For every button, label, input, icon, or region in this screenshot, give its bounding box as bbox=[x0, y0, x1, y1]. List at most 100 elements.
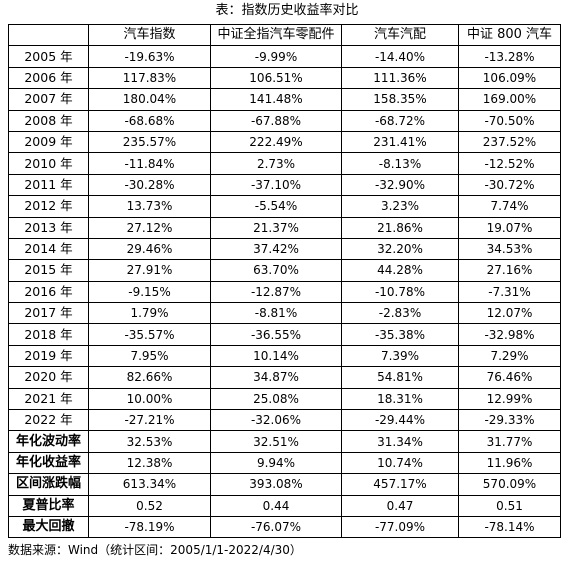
table-cell: 570.09% bbox=[458, 473, 561, 496]
table-row: 年化收益率 12.38% 9.94% 10.74% 11.96% bbox=[8, 451, 561, 475]
table-cell: 12.99% bbox=[458, 387, 561, 411]
table-cell: 31.77% bbox=[458, 430, 561, 453]
table-cell: -78.19% bbox=[88, 515, 211, 539]
table-cell: 27.12% bbox=[88, 216, 211, 239]
table-cell: 106.51% bbox=[210, 66, 342, 90]
row-label: 2019 年 bbox=[8, 344, 89, 368]
row-label: 2016 年 bbox=[8, 280, 89, 304]
table-cell: -7.31% bbox=[458, 280, 561, 304]
table-cell: 76.46% bbox=[458, 366, 561, 389]
row-label: 2006 年 bbox=[8, 66, 89, 90]
table-cell: -32.90% bbox=[341, 173, 459, 197]
table-cell: -70.50% bbox=[458, 109, 561, 132]
row-label: 年化波动率 bbox=[8, 430, 89, 453]
table-cell: -12.87% bbox=[210, 280, 342, 304]
row-label: 夏普比率 bbox=[8, 494, 89, 517]
table-cell: 37.42% bbox=[210, 237, 342, 261]
row-label: 2007 年 bbox=[8, 88, 89, 111]
table-cell: 9.94% bbox=[210, 451, 342, 475]
row-label: 2014 年 bbox=[8, 237, 89, 261]
table-cell: 111.36% bbox=[341, 66, 459, 90]
table-cell: 0.47 bbox=[341, 494, 459, 517]
table-cell: 10.74% bbox=[341, 451, 459, 475]
table-cell: -8.13% bbox=[341, 152, 459, 175]
table-cell: 3.23% bbox=[341, 195, 459, 218]
table-row: 2020 年 82.66% 34.87% 54.81% 76.46% bbox=[8, 366, 561, 389]
table-cell: -36.55% bbox=[210, 323, 342, 346]
table-cell: -67.88% bbox=[210, 109, 342, 132]
table-row: 2005 年 -19.63% -9.99% -14.40% -13.28% bbox=[8, 45, 561, 68]
table-cell: -32.98% bbox=[458, 323, 561, 346]
table-cell: -19.63% bbox=[88, 45, 211, 68]
table-cell: 18.31% bbox=[341, 387, 459, 411]
table-cell: 7.39% bbox=[341, 344, 459, 368]
table-cell: 27.91% bbox=[88, 259, 211, 282]
row-label: 区间涨跌幅 bbox=[8, 473, 89, 496]
table-row: 2009 年 235.57% 222.49% 231.41% 237.52% bbox=[8, 130, 561, 154]
table-row: 夏普比率 0.52 0.44 0.47 0.51 bbox=[8, 494, 561, 517]
header-csi800-auto: 中证 800 汽车 bbox=[458, 23, 561, 47]
table-row: 2022 年 -27.21% -32.06% -29.44% -29.33% bbox=[8, 409, 561, 432]
row-label: 2011 年 bbox=[8, 173, 89, 197]
header-auto-parts-index: 中证全指汽车零配件 bbox=[210, 23, 342, 47]
table-cell: -14.40% bbox=[341, 45, 459, 68]
table-cell: 13.73% bbox=[88, 195, 211, 218]
table-cell: 7.95% bbox=[88, 344, 211, 368]
table-cell: -32.06% bbox=[210, 409, 342, 432]
table-cell: 237.52% bbox=[458, 130, 561, 154]
table-cell: 231.41% bbox=[341, 130, 459, 154]
row-label: 最大回撤 bbox=[8, 515, 89, 539]
table-row: 2017 年 1.79% -8.81% -2.83% 12.07% bbox=[8, 302, 561, 325]
table-cell: 21.37% bbox=[210, 216, 342, 239]
row-label: 2005 年 bbox=[8, 45, 89, 68]
table-row: 2019 年 7.95% 10.14% 7.39% 7.29% bbox=[8, 344, 561, 368]
row-label: 2022 年 bbox=[8, 409, 89, 432]
table-cell: -27.21% bbox=[88, 409, 211, 432]
table-cell: 11.96% bbox=[458, 451, 561, 475]
row-label: 2015 年 bbox=[8, 259, 89, 282]
table-row: 2008 年 -68.68% -67.88% -68.72% -70.50% bbox=[8, 109, 561, 132]
table-row: 2018 年 -35.57% -36.55% -35.38% -32.98% bbox=[8, 323, 561, 346]
table-cell: 158.35% bbox=[341, 88, 459, 111]
table-cell: 32.20% bbox=[341, 237, 459, 261]
table-cell: -2.83% bbox=[341, 302, 459, 325]
table-cell: 0.44 bbox=[210, 494, 342, 517]
table-cell: -9.15% bbox=[88, 280, 211, 304]
table-cell: 180.04% bbox=[88, 88, 211, 111]
table-cell: 63.70% bbox=[210, 259, 342, 282]
table-row: 2016 年 -9.15% -12.87% -10.78% -7.31% bbox=[8, 280, 561, 304]
table-header-row: 汽车指数 中证全指汽车零配件 汽车汽配 中证 800 汽车 bbox=[8, 23, 561, 47]
table-cell: 0.52 bbox=[88, 494, 211, 517]
table-cell: -10.78% bbox=[341, 280, 459, 304]
table-row: 2021 年 10.00% 25.08% 18.31% 12.99% bbox=[8, 387, 561, 411]
table-cell: -5.54% bbox=[210, 195, 342, 218]
table-cell: 0.51 bbox=[458, 494, 561, 517]
table-cell: 106.09% bbox=[458, 66, 561, 90]
table-cell: -68.72% bbox=[341, 109, 459, 132]
table-row: 2007 年 180.04% 141.48% 158.35% 169.00% bbox=[8, 88, 561, 111]
table-cell: 117.83% bbox=[88, 66, 211, 90]
table-row: 2012 年 13.73% -5.54% 3.23% 7.74% bbox=[8, 195, 561, 218]
table-row: 2010 年 -11.84% 2.73% -8.13% -12.52% bbox=[8, 152, 561, 175]
row-label: 2009 年 bbox=[8, 130, 89, 154]
table-cell: 7.74% bbox=[458, 195, 561, 218]
table-cell: 12.07% bbox=[458, 302, 561, 325]
table-cell: 25.08% bbox=[210, 387, 342, 411]
row-label: 2010 年 bbox=[8, 152, 89, 175]
row-label: 2018 年 bbox=[8, 323, 89, 346]
table-cell: -78.14% bbox=[458, 515, 561, 539]
table-row: 2013 年 27.12% 21.37% 21.86% 19.07% bbox=[8, 216, 561, 239]
index-returns-table: 汽车指数 中证全指汽车零配件 汽车汽配 中证 800 汽车 2005 年 -19.… bbox=[8, 23, 561, 539]
table-cell: 10.00% bbox=[88, 387, 211, 411]
table-row: 2015 年 27.91% 63.70% 44.28% 27.16% bbox=[8, 259, 561, 282]
table-cell: 27.16% bbox=[458, 259, 561, 282]
table-cell: 32.53% bbox=[88, 430, 211, 453]
table-cell: -12.52% bbox=[458, 152, 561, 175]
table-cell: 613.34% bbox=[88, 473, 211, 496]
row-label: 2012 年 bbox=[8, 195, 89, 218]
table-cell: -9.99% bbox=[210, 45, 342, 68]
table-cell: 393.08% bbox=[210, 473, 342, 496]
table-row: 最大回撤 -78.19% -76.07% -77.09% -78.14% bbox=[8, 515, 561, 539]
table-cell: -29.33% bbox=[458, 409, 561, 432]
